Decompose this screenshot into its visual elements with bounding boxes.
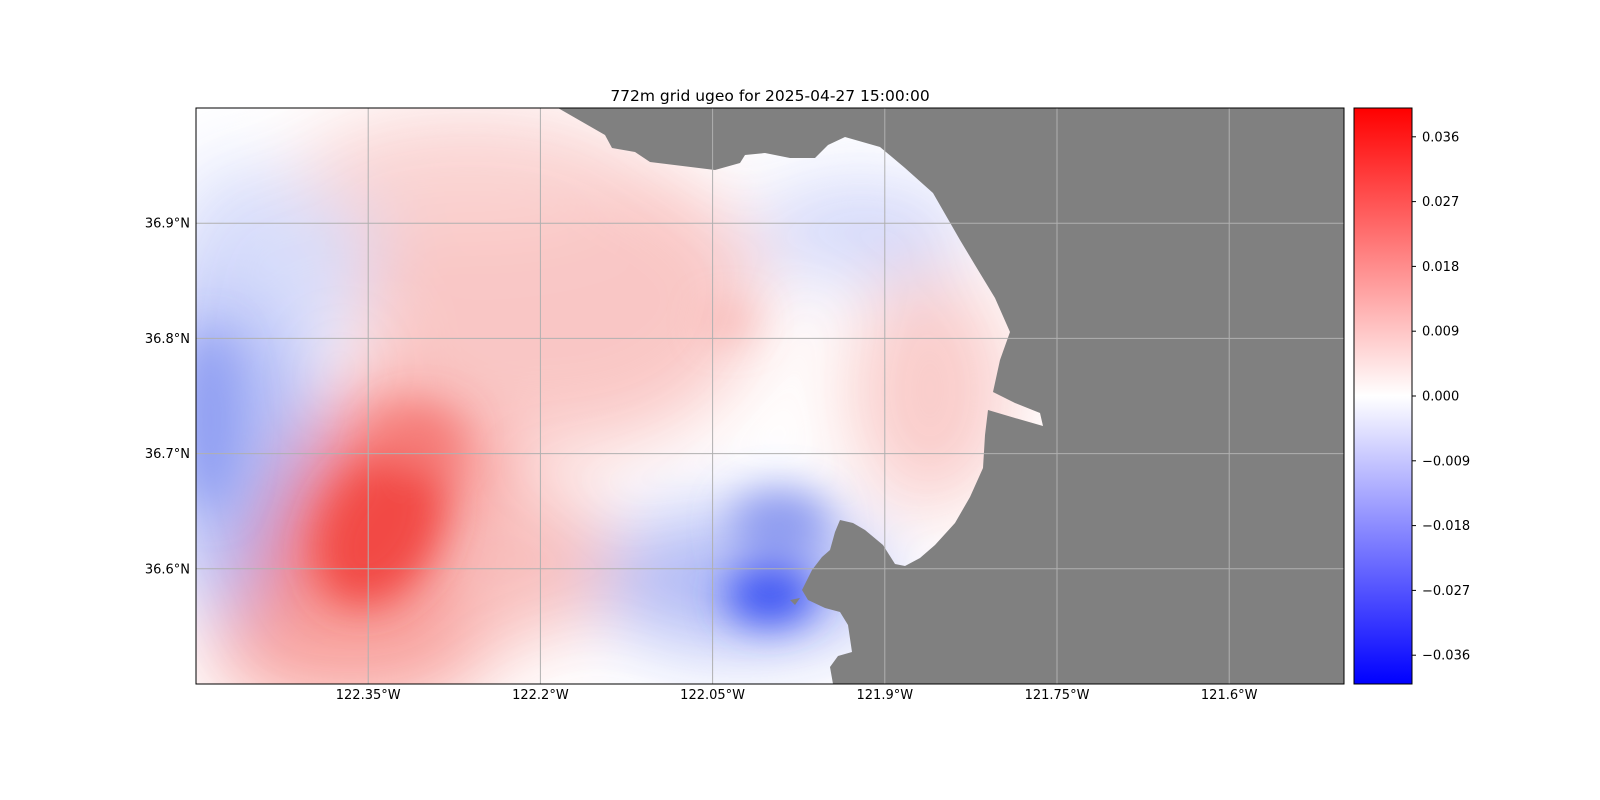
map-frame — [195, 107, 1345, 685]
field-positive-bay — [850, 270, 1010, 510]
colorbar-tick-label: 0.036 — [1422, 130, 1459, 145]
land-mass — [558, 108, 1344, 684]
lat-tick-label: 36.6°N — [145, 562, 190, 577]
lon-tick-label: 122.2°W — [512, 688, 569, 703]
gridlines — [196, 108, 1344, 684]
lon-tick-label: 121.75°W — [1025, 688, 1090, 703]
field-positive-core — [317, 455, 443, 605]
field-negative-core2 — [730, 490, 830, 560]
lon-tick-label: 121.9°W — [857, 688, 914, 703]
colorbar-tick-label: 0.009 — [1422, 325, 1459, 340]
field-negative-bay-north — [750, 180, 970, 280]
colorbar-tick-label: −0.036 — [1422, 649, 1470, 664]
ugeo-field — [196, 110, 1010, 684]
colorbar-gradient — [1354, 108, 1412, 684]
lat-tick-label: 36.8°N — [145, 332, 190, 347]
map-title: 772m grid ugeo for 2025-04-27 15:00:00 — [610, 87, 929, 105]
colorbar-tick-label: 0.000 — [1422, 390, 1459, 405]
lon-tick-label: 122.05°W — [680, 688, 745, 703]
colorbar-ticks: 0.036 0.027 0.018 0.009 0.000 −0.009 −0.018 −0.… — [1412, 130, 1470, 664]
field-negative-core — [725, 565, 815, 625]
colorbar-tick-label: 0.027 — [1422, 195, 1459, 210]
lat-tick-label: 36.9°N — [145, 217, 190, 232]
field-positive-southwest — [430, 480, 610, 640]
lon-tick-label: 121.6°W — [1201, 688, 1258, 703]
map-panel — [196, 108, 1344, 684]
lon-tick-label: 122.35°W — [336, 688, 401, 703]
field-positive-core2 — [380, 410, 460, 470]
latitude-tick-labels: 36.9°N 36.8°N 36.7°N 36.6°N — [145, 217, 190, 578]
colorbar-tick-label: 0.018 — [1422, 260, 1459, 275]
field-positive-small — [708, 310, 752, 334]
lat-tick-label: 36.7°N — [145, 447, 190, 462]
field-positive-north — [300, 110, 640, 230]
colorbar-tick-label: −0.027 — [1422, 584, 1470, 599]
colorbar: 0.036 0.027 0.018 0.009 0.000 −0.009 −0.018 −0.… — [1353, 107, 1470, 685]
field-negative-edge — [196, 330, 235, 510]
colorbar-tick-label: −0.009 — [1422, 454, 1470, 469]
colorbar-tick-label: −0.018 — [1422, 519, 1470, 534]
longitude-tick-labels: 122.35°W 122.2°W 122.05°W 121.9°W 121.75°W 12… — [336, 688, 1258, 703]
field-positive-south — [210, 590, 490, 684]
land-point — [790, 598, 800, 605]
